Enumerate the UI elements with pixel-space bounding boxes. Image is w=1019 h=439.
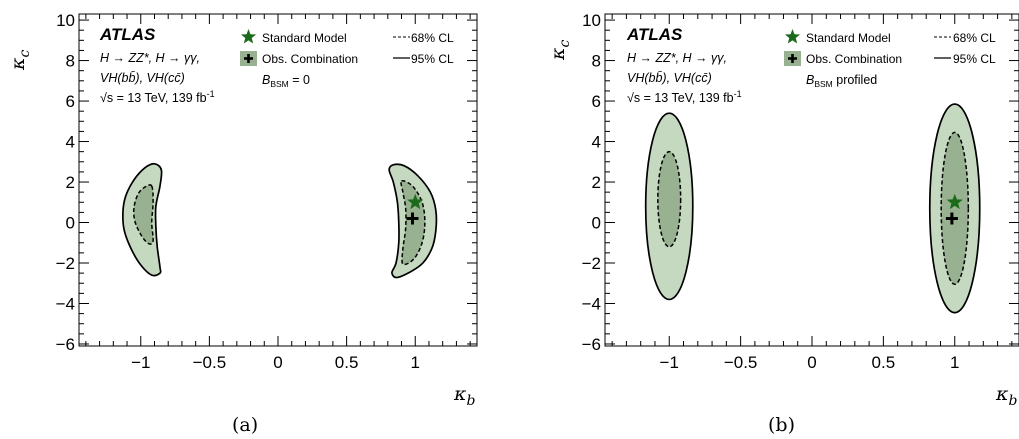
channels-line-1: H → ZZ*, H → γγ, bbox=[100, 51, 200, 65]
bsm-rest: = 0 bbox=[289, 73, 310, 87]
atlas-label: ATLAS bbox=[626, 25, 683, 44]
bsm-condition: BBSM = 0 bbox=[262, 73, 310, 89]
y-tick-label: 2 bbox=[592, 173, 601, 192]
y-tick-label: −2 bbox=[56, 254, 75, 273]
x-axis-title: κb bbox=[995, 383, 1017, 409]
x-tick-label: 1 bbox=[411, 353, 420, 372]
panel-a-caption: (a) bbox=[232, 414, 258, 436]
y-tick-label: 0 bbox=[592, 214, 601, 233]
panel-b-plot bbox=[644, 103, 981, 314]
panel-a: −1 −0.5 0 0.5 1 −6 −4 −2 0 2 4 6 8 10 ATLAS H → ZZ*, … bbox=[7, 11, 478, 436]
legend-obs-label: Obs. Combination bbox=[262, 52, 358, 66]
y-axis-title: κc bbox=[7, 50, 33, 71]
y-tick-label: 8 bbox=[66, 52, 75, 71]
bsm-rest: profiled bbox=[833, 73, 878, 87]
panel-a-annotations: ATLAS H → ZZ*, H → γγ, VH(bb̄), VH(cc̄) … bbox=[99, 25, 454, 105]
y-tick-label: −6 bbox=[56, 335, 75, 354]
y-tick-label: 4 bbox=[592, 133, 601, 152]
legend-95-label: 95% CL bbox=[411, 52, 454, 66]
bsm-b: B bbox=[806, 73, 814, 87]
x-tick-label: 0 bbox=[807, 353, 816, 372]
sm-point-star bbox=[946, 193, 963, 210]
best-fit-cross bbox=[945, 212, 958, 225]
panel-b: −1 −0.5 0 0.5 1 −6 −4 −2 0 2 4 6 8 10 ATLAS H → ZZ*, … bbox=[547, 11, 1019, 436]
panel-b-ticks: −1 −0.5 0 0.5 1 −6 −4 −2 0 2 4 6 8 10 bbox=[582, 11, 1019, 372]
x-tick-label: 1 bbox=[950, 353, 959, 372]
panel-a-plot bbox=[121, 162, 438, 279]
channels-line-2: VH(bb̄), VH(cc̄) bbox=[627, 71, 712, 85]
y-tick-label: 0 bbox=[66, 214, 75, 233]
y-tick-label: −4 bbox=[582, 294, 601, 313]
x-tick-label: −1 bbox=[131, 353, 150, 372]
panel-a-axes-frame bbox=[78, 13, 478, 347]
y-tick-label: 10 bbox=[56, 11, 75, 30]
atlas-label: ATLAS bbox=[99, 25, 156, 44]
energy-superscript: -1 bbox=[207, 89, 215, 99]
best-fit-cross bbox=[406, 212, 419, 225]
panel-b-caption: (b) bbox=[768, 414, 795, 436]
energy-lumi: √s = 13 TeV, 139 fb-1 bbox=[100, 89, 215, 105]
legend-95-label: 95% CL bbox=[953, 52, 996, 66]
panel-a-ticks: −1 −0.5 0 0.5 1 −6 −4 −2 0 2 4 6 8 10 bbox=[56, 11, 477, 372]
energy-superscript: -1 bbox=[734, 89, 742, 99]
y-tick-label: −2 bbox=[582, 254, 601, 273]
channels-line-2: VH(bb̄), VH(cc̄) bbox=[100, 71, 185, 85]
contour-68cl-region bbox=[132, 184, 154, 245]
contour-68cl-region bbox=[657, 150, 682, 248]
y-tick-label: 4 bbox=[66, 133, 75, 152]
bsm-sub: BSM bbox=[814, 79, 832, 89]
legend-plus-icon bbox=[244, 54, 253, 63]
y-tick-label: 2 bbox=[66, 173, 75, 192]
channels-line-1: H → ZZ*, H → γγ, bbox=[627, 51, 727, 65]
legend-sm-label: Standard Model bbox=[262, 31, 347, 45]
sm-point-star bbox=[407, 193, 424, 210]
legend-plus-icon bbox=[788, 54, 797, 63]
legend-sm-star-icon bbox=[784, 29, 801, 44]
y-tick-label: 8 bbox=[592, 52, 601, 71]
legend-68-label: 68% CL bbox=[411, 31, 454, 45]
y-axis-title: κc bbox=[547, 40, 573, 61]
panel-b-axes-frame bbox=[604, 13, 1019, 347]
x-tick-label: −0.5 bbox=[193, 353, 227, 372]
legend-obs-label: Obs. Combination bbox=[806, 52, 902, 66]
x-axis-title: κb bbox=[453, 383, 475, 409]
y-tick-label: 6 bbox=[592, 92, 601, 111]
x-tick-label: −0.5 bbox=[724, 353, 758, 372]
energy-lumi: √s = 13 TeV, 139 fb-1 bbox=[627, 89, 742, 105]
x-tick-label: 0 bbox=[273, 353, 282, 372]
panel-b-annotations: ATLAS H → ZZ*, H → γγ, VH(bb̄), VH(cc̄) … bbox=[626, 25, 996, 105]
legend-sm-label: Standard Model bbox=[806, 31, 891, 45]
y-tick-label: −4 bbox=[56, 294, 75, 313]
x-tick-label: 0.5 bbox=[335, 353, 359, 372]
x-tick-label: −1 bbox=[660, 353, 679, 372]
y-tick-label: 10 bbox=[582, 11, 601, 30]
energy-text: √s = 13 TeV, 139 fb bbox=[627, 91, 734, 105]
y-tick-label: 6 bbox=[66, 92, 75, 111]
y-tick-label: −6 bbox=[582, 335, 601, 354]
energy-text: √s = 13 TeV, 139 fb bbox=[100, 91, 207, 105]
contour-68cl-region bbox=[940, 131, 970, 286]
bsm-sub: BSM bbox=[270, 79, 288, 89]
legend-68-label: 68% CL bbox=[953, 31, 996, 45]
bsm-condition: BBSM profiled bbox=[806, 73, 877, 89]
legend-sm-star-icon bbox=[240, 29, 257, 44]
bsm-b: B bbox=[262, 73, 270, 87]
x-tick-label: 0.5 bbox=[872, 353, 896, 372]
